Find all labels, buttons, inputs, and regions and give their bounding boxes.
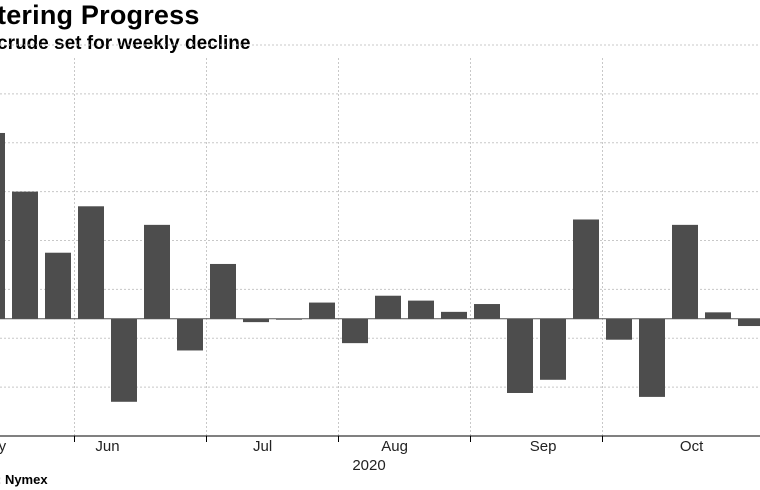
bar [0,132,5,319]
chart-title: tering Progress [0,0,200,30]
bar-series [0,132,760,402]
bar [243,318,269,323]
bar [738,318,760,327]
x-tick-label: Oct [680,438,704,455]
bar [375,295,401,319]
source-note: : Nymex [0,472,48,487]
bar [672,224,698,319]
bar [507,318,533,393]
bar [111,318,137,402]
bar [210,263,236,319]
bar [144,224,170,319]
x-tick-label: May [0,438,7,455]
x-axis [0,318,760,442]
x-tick-label: Sep [530,438,557,455]
x-axis-year-label: 2020 [352,457,385,474]
bar [441,311,467,319]
bar [45,252,71,319]
chart-subtitle: crude set for weekly decline [0,33,251,54]
bar [342,318,368,344]
bar [78,206,104,319]
bar [606,318,632,340]
bar [12,191,38,319]
bar [474,304,500,319]
bar [705,312,731,319]
bar [639,318,665,397]
x-tick-label: Jul [253,438,272,455]
bar [177,318,203,351]
x-tick-label: Jun [95,438,119,455]
x-tick-label: Aug [381,438,408,455]
bar [309,302,335,319]
x-tick-labels: May Jun Jul Aug Sep Oct [0,438,704,455]
bar [408,300,434,319]
bar [540,318,566,380]
bar [573,219,599,319]
